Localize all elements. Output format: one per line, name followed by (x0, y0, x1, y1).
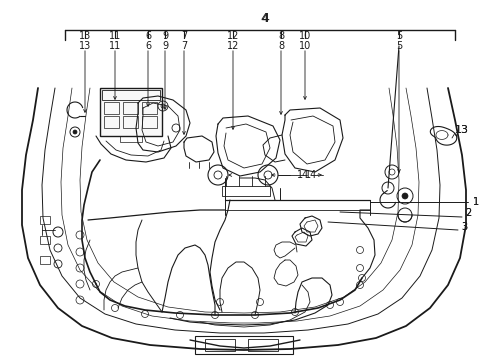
Bar (104, 102, 119, 114)
Text: 9: 9 (162, 41, 168, 51)
Text: 13: 13 (454, 125, 468, 135)
Text: 7: 7 (181, 41, 187, 51)
Bar (100, 88, 162, 136)
Text: 1: 1 (472, 197, 478, 207)
Bar (247, 339, 278, 351)
Text: 13: 13 (79, 31, 91, 41)
Bar (123, 102, 138, 114)
Bar (40, 236, 50, 244)
Text: 10: 10 (298, 41, 310, 51)
Text: 3: 3 (460, 222, 466, 232)
Text: 2: 2 (464, 208, 470, 218)
Text: 11: 11 (109, 31, 121, 41)
Text: 4: 4 (261, 12, 268, 24)
Circle shape (401, 193, 407, 199)
Text: 1: 1 (472, 197, 478, 207)
Text: 3: 3 (460, 222, 466, 232)
Bar (204, 339, 235, 351)
Bar (40, 216, 50, 224)
Text: 14: 14 (304, 170, 317, 180)
Bar (40, 256, 50, 264)
Text: 8: 8 (277, 41, 284, 51)
Text: 12: 12 (226, 41, 239, 51)
Text: 6: 6 (144, 31, 151, 41)
Text: 9: 9 (162, 31, 168, 41)
Text: 11: 11 (109, 41, 121, 51)
Text: 12: 12 (226, 31, 239, 41)
Text: 4: 4 (260, 12, 267, 24)
Bar (142, 102, 157, 114)
Bar (123, 116, 138, 128)
Text: 14: 14 (296, 170, 308, 180)
Text: 5: 5 (395, 31, 401, 41)
Text: 6: 6 (144, 41, 151, 51)
Text: 8: 8 (277, 31, 284, 41)
Text: 7: 7 (181, 31, 187, 41)
Bar (120, 136, 142, 142)
Text: 5: 5 (395, 41, 401, 51)
Circle shape (73, 130, 77, 134)
Text: 13: 13 (454, 125, 468, 135)
Bar (104, 116, 119, 128)
Text: 10: 10 (298, 31, 310, 41)
Bar (195, 336, 292, 354)
Bar (142, 116, 157, 128)
Text: 13: 13 (79, 41, 91, 51)
Bar (102, 90, 160, 100)
Bar (222, 186, 269, 196)
Text: 2: 2 (464, 208, 470, 218)
